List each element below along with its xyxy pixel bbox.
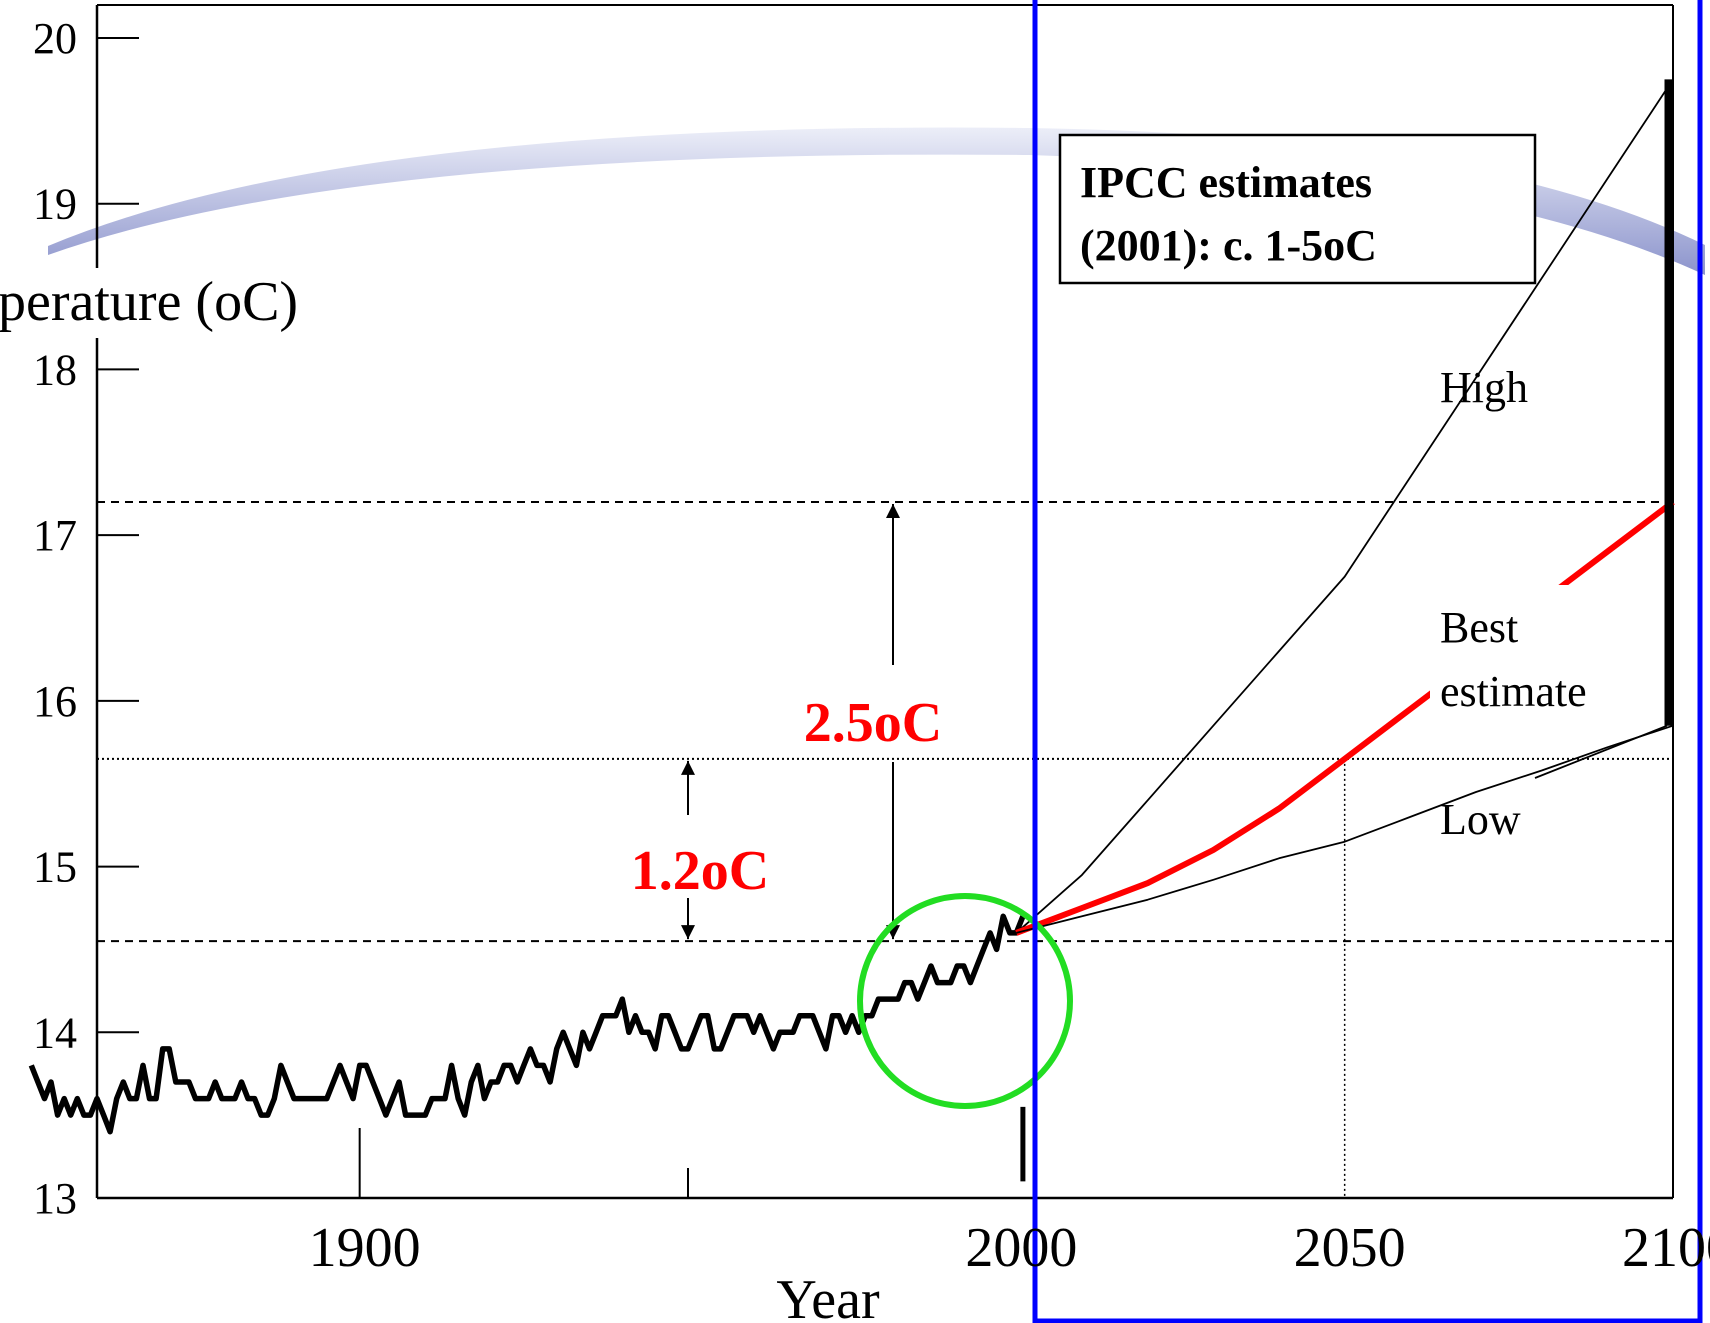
projection-high-line xyxy=(1015,78,1674,934)
y-tick-label: 13 xyxy=(33,1174,77,1223)
ipcc-line-1: IPCC estimates xyxy=(1080,158,1372,207)
plot-area xyxy=(0,4,1674,1200)
delta-2100-annotation: 2.5oC xyxy=(804,692,942,754)
label-best-2: estimate xyxy=(1440,667,1587,716)
x-tick-label: 2000 xyxy=(965,1217,1077,1279)
projection-low-line xyxy=(1016,724,1674,934)
highlight-circle xyxy=(857,893,1073,1109)
axis-ticks: 13 14 15 16 17 18 19 20 1900 2000 2050 2100 xyxy=(33,14,1710,1279)
label-best-1: Best xyxy=(1440,603,1518,652)
x-tick-label: 2100 xyxy=(1622,1217,1710,1279)
projection-period-box xyxy=(1032,0,1703,1323)
y-tick-label: 17 xyxy=(33,511,77,560)
arrow-2050-up-head xyxy=(681,760,695,775)
y-tick-label: 20 xyxy=(33,14,77,63)
ipcc-estimates-box: IPCC estimates (2001): c. 1-5oC xyxy=(1058,133,1537,285)
y-tick-label: 14 xyxy=(33,1008,77,1057)
label-low: Low xyxy=(1440,795,1521,844)
x-tick-label: 2050 xyxy=(1294,1217,1406,1279)
y-tick-label: 19 xyxy=(33,180,77,229)
delta-2050-annotation: 1.2oC xyxy=(631,840,769,902)
reference-lines xyxy=(97,501,1673,1198)
projection-best-estimate-line xyxy=(1015,499,1675,936)
x-axis-title: Year xyxy=(776,1269,880,1323)
arrow-2050-down-head xyxy=(681,925,695,940)
arrow-2100-up-head xyxy=(886,504,900,518)
y-title-backdrop xyxy=(0,268,340,338)
y-tick-label: 18 xyxy=(33,345,77,394)
y-tick-label: 16 xyxy=(33,677,77,726)
y-axis-title: perature (oC) xyxy=(0,271,298,333)
low-leader-line xyxy=(1534,724,1668,779)
series-marks xyxy=(28,0,1703,1323)
y-tick-label: 15 xyxy=(33,843,77,892)
ipcc-line-2: (2001): c. 1-5oC xyxy=(1080,221,1377,270)
label-backdrop xyxy=(1430,585,1620,725)
label-high: High xyxy=(1440,363,1528,412)
x-tick-label: 1900 xyxy=(309,1217,421,1279)
observed-temperature-line xyxy=(28,913,1026,1135)
